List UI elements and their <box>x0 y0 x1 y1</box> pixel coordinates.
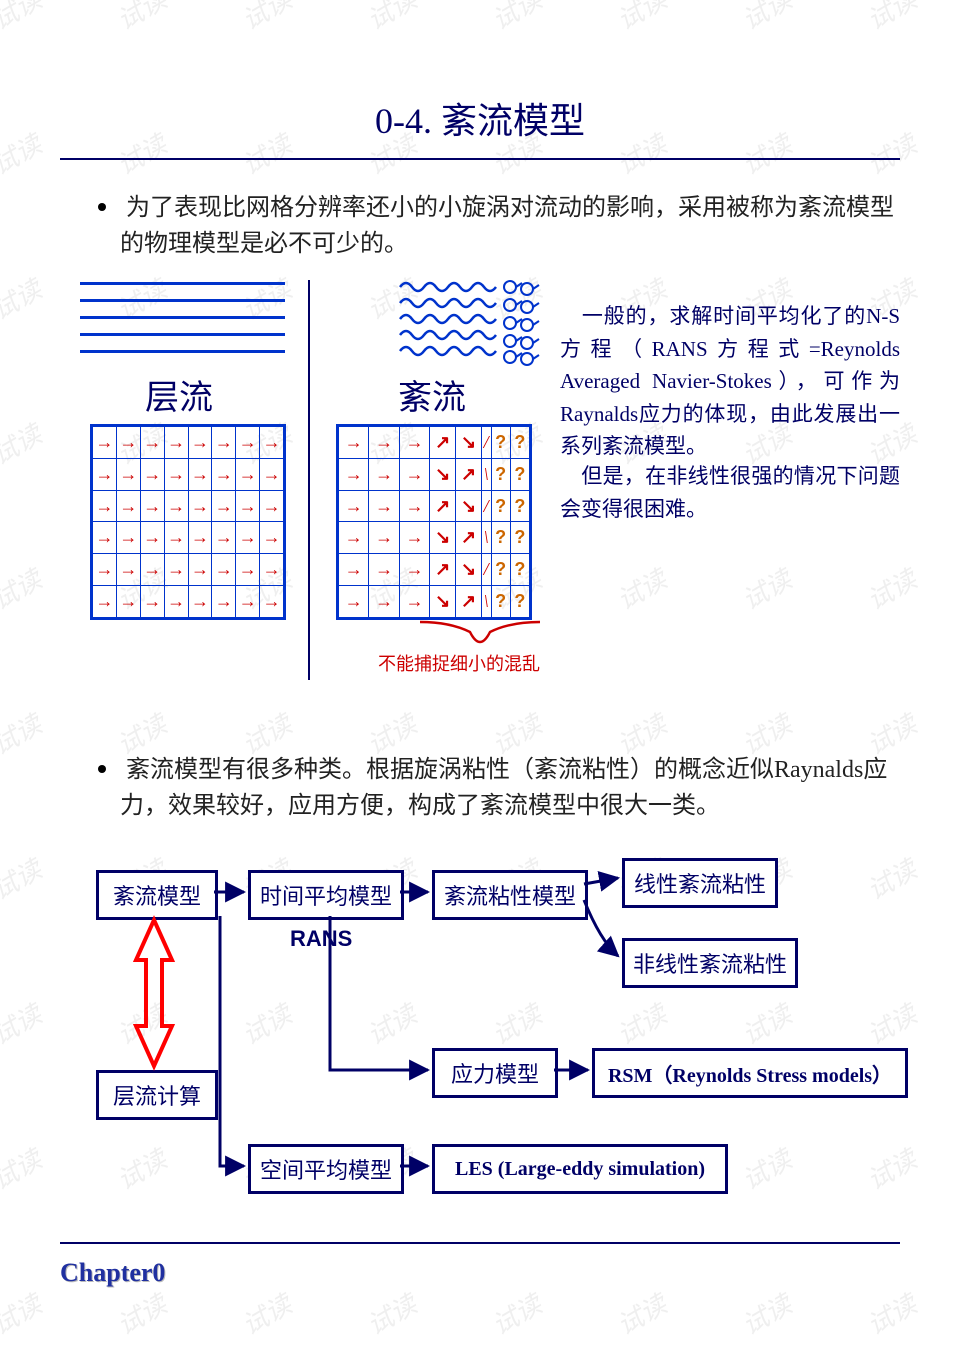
chapter-label: Chapter0 <box>60 1258 165 1288</box>
footer-rule <box>60 1242 900 1244</box>
flowchart-arrows <box>0 0 960 1357</box>
slide: 0-4. 紊流模型 为了表现比网格分辨率还小的小旋涡对流动的影响，采用被称为紊流… <box>0 0 960 1357</box>
